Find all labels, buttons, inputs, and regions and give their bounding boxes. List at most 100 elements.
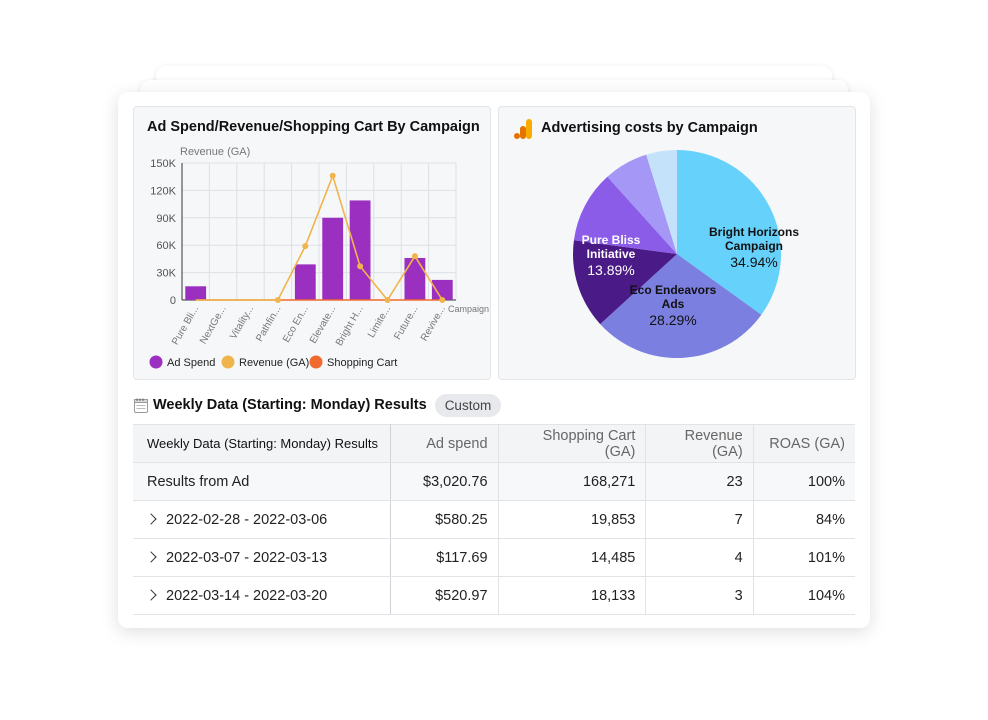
bar-ad-spend <box>349 200 371 300</box>
bar-chart-panel: Ad Spend/Revenue/Shopping Cart By Campai… <box>133 106 491 380</box>
pie-slice <box>600 254 762 358</box>
pie-label-line: Ads <box>662 297 685 311</box>
revenue-point <box>411 253 418 260</box>
legend-swatch <box>309 355 323 369</box>
chevron-right-icon[interactable] <box>145 588 157 601</box>
bar-chart-title: Ad Spend/Revenue/Shopping Cart By Campai… <box>147 119 480 135</box>
google-analytics-icon <box>514 119 532 139</box>
y-tick-label: 60K <box>156 240 176 252</box>
chevron-right-icon[interactable] <box>145 550 157 563</box>
table-header-row: Weekly Data (Starting: Monday) Results A… <box>133 424 855 463</box>
x-tick-label: NextGe... <box>198 304 229 346</box>
table-row[interactable]: 2022-03-07 - 2022-03-13 $117.69 14,485 4… <box>133 538 855 577</box>
row-shopping-cart: 18,133 <box>498 576 647 615</box>
column-header-shopping-cart[interactable]: Shopping Cart (GA) <box>498 424 647 463</box>
bar-chart: 0 30K 60K 90K 120K 150K Revenue (GA) Campaign Pu… <box>149 146 489 369</box>
y-tick-label: 90K <box>156 213 176 225</box>
pie-label-line: Eco Endeavors <box>630 283 717 297</box>
revenue-point <box>329 172 336 179</box>
x-tick-label: Bright H... <box>334 304 366 348</box>
row-ad-spend: $117.69 <box>390 538 499 577</box>
row-period-cell[interactable]: 2022-03-14 - 2022-03-20 <box>133 576 392 615</box>
y-tick-label: 0 <box>170 295 176 307</box>
pie-chart-panel: Advertising costs by Campaign Bright Hor… <box>498 106 856 380</box>
chevron-right-icon[interactable] <box>145 512 157 525</box>
column-header-revenue[interactable]: Revenue (GA) <box>645 424 754 463</box>
pie-label-line: Initiative <box>587 247 636 261</box>
section-title: Weekly Data (Starting: Monday) Results <box>153 397 427 413</box>
row-roas: 84% <box>753 500 855 539</box>
row-period: 2022-03-14 - 2022-03-20 <box>166 587 328 604</box>
summary-label: Results from Ad <box>133 462 392 501</box>
pie-label-percent: 13.89% <box>587 262 634 278</box>
bar-ad-spend <box>322 217 344 300</box>
y-tick-label: 120K <box>150 185 176 197</box>
legend-swatch <box>149 355 163 369</box>
revenue-point <box>384 297 391 303</box>
y-tick-label: 150K <box>150 158 176 170</box>
bar-ad-spend <box>404 257 426 300</box>
legend-label: Shopping Cart <box>327 357 397 369</box>
summary-ad-spend: $3,020.76 <box>390 462 499 501</box>
pie-slice <box>573 240 677 325</box>
pie-slice <box>573 176 677 254</box>
x-tick-label: Revive... <box>419 304 448 343</box>
summary-shopping-cart: 168,271 <box>498 462 647 501</box>
bar-ad-spend <box>431 279 453 300</box>
x-tick-label: Pure Bli... <box>170 304 201 347</box>
row-shopping-cart: 14,485 <box>498 538 647 577</box>
table-row[interactable]: 2022-03-14 - 2022-03-20 $520.97 18,133 3… <box>133 576 855 615</box>
row-roas: 104% <box>753 576 855 615</box>
column-header-period[interactable]: Weekly Data (Starting: Monday) Results <box>133 424 392 463</box>
y-axis-title: Revenue (GA) <box>180 146 250 158</box>
table-summary-row: Results from Ad $3,020.76 168,271 23 100… <box>133 462 855 501</box>
row-roas: 101% <box>753 538 855 577</box>
bar-ad-spend <box>294 264 316 300</box>
custom-chip[interactable]: Custom <box>434 393 502 417</box>
pie-label-line: Bright Horizons <box>709 225 799 239</box>
row-period-cell[interactable]: 2022-03-07 - 2022-03-13 <box>133 538 392 577</box>
row-revenue: 3 <box>645 576 754 615</box>
x-tick-label: Pathfin... <box>254 304 283 344</box>
pie-slice <box>646 150 677 254</box>
row-period: 2022-02-28 - 2022-03-06 <box>166 511 328 528</box>
legend-label: Ad Spend <box>167 357 215 369</box>
pie-label-percent: 34.94% <box>730 254 777 270</box>
row-ad-spend: $520.97 <box>390 576 499 615</box>
pie-label-line: Pure Bliss <box>582 233 641 247</box>
x-tick-label: Limite... <box>366 304 393 340</box>
row-period-cell[interactable]: 2022-02-28 - 2022-03-06 <box>133 500 392 539</box>
summary-revenue: 23 <box>645 462 754 501</box>
legend-label: Revenue (GA) <box>239 357 309 369</box>
legend-swatch <box>221 355 235 369</box>
x-tick-label: Vitality... <box>228 304 256 341</box>
y-tick-label: 30K <box>156 268 176 280</box>
revenue-point <box>357 263 364 270</box>
section-header: Weekly Data (Starting: Monday) Results C… <box>134 392 502 418</box>
column-header-ad-spend[interactable]: Ad spend <box>390 424 499 463</box>
revenue-line <box>195 173 443 302</box>
row-ad-spend: $580.25 <box>390 500 499 539</box>
table-row[interactable]: 2022-02-28 - 2022-03-06 $580.25 19,853 7… <box>133 500 855 539</box>
pie-label-line: Campaign <box>725 239 783 253</box>
bar-ad-spend <box>185 286 207 300</box>
column-header-roas[interactable]: ROAS (GA) <box>753 424 855 463</box>
x-tick-label: Eco En... <box>281 304 311 345</box>
revenue-point <box>302 243 309 250</box>
revenue-point <box>439 297 446 303</box>
weekly-results-table: Weekly Data (Starting: Monday) Results A… <box>133 424 855 615</box>
revenue-point <box>274 297 281 303</box>
x-axis-title: Campaign <box>448 304 489 314</box>
report-card: Ad Spend/Revenue/Shopping Cart By Campai… <box>118 92 870 628</box>
x-tick-label: Future... <box>392 304 420 342</box>
pie-chart-title: Advertising costs by Campaign <box>541 120 758 136</box>
summary-roas: 100% <box>753 462 855 501</box>
row-shopping-cart: 19,853 <box>498 500 647 539</box>
row-revenue: 4 <box>645 538 754 577</box>
pie-slice <box>607 154 677 254</box>
row-period: 2022-03-07 - 2022-03-13 <box>166 549 328 566</box>
